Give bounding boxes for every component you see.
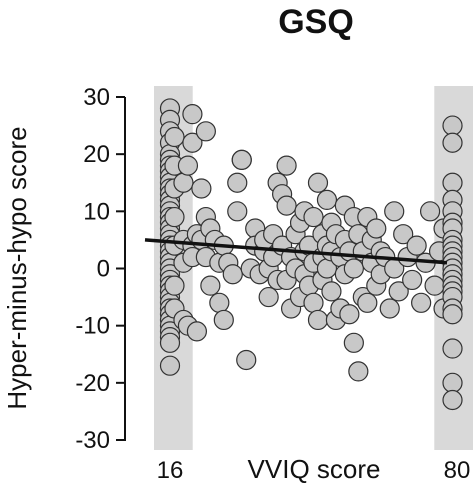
- y-tick-label-2: 10: [83, 198, 110, 225]
- data-point-139: [366, 218, 387, 239]
- data-point-107: [303, 292, 324, 313]
- y-tick-label-1: 20: [83, 141, 110, 168]
- y-tick-label-3: 0: [97, 256, 110, 283]
- data-point-67: [209, 292, 230, 313]
- chart-title: GSQ: [278, 3, 354, 41]
- y-axis-ticks: 30 20 10 0 -10 -20 -30: [75, 84, 125, 454]
- data-point-73: [227, 201, 248, 222]
- data-point-37: [159, 332, 181, 353]
- data-point-58: [191, 178, 212, 199]
- y-tick-label-0: 30: [83, 84, 110, 111]
- data-point-109: [307, 309, 329, 331]
- data-point-181: [442, 389, 463, 411]
- data-point-42: [164, 206, 185, 228]
- data-point-160: [442, 132, 463, 153]
- data-point-144: [379, 298, 400, 319]
- trend-line: [144, 238, 448, 265]
- data-point-161: [442, 172, 463, 193]
- data-point-92: [276, 195, 297, 216]
- data-point-148: [393, 224, 414, 245]
- data-point-108: [307, 172, 329, 193]
- data-point-38: [159, 355, 181, 376]
- data-point-117: [321, 281, 342, 302]
- y-tick-label-5: -20: [75, 370, 110, 397]
- data-point-150: [402, 269, 423, 291]
- data-point-147: [388, 281, 409, 302]
- data-point-46: [173, 172, 194, 193]
- data-point-75: [231, 149, 252, 170]
- data-point-105: [303, 206, 324, 228]
- data-point-50: [177, 155, 199, 176]
- data-point-151: [406, 235, 427, 256]
- x-tick-label-min: 16: [157, 457, 184, 484]
- data-point-178: [442, 304, 463, 325]
- data-point-180: [442, 372, 463, 393]
- data-point-56: [186, 321, 208, 342]
- data-point-113: [316, 189, 338, 210]
- data-point-76: [236, 349, 257, 371]
- y-tick-label-4: -10: [75, 313, 110, 340]
- data-point-179: [442, 338, 463, 359]
- x-tick-label-max: 80: [444, 457, 471, 484]
- data-point-44: [164, 275, 185, 296]
- y-tick-label-6: -30: [75, 427, 110, 454]
- data-point-131: [348, 361, 369, 382]
- data-point-72: [227, 172, 248, 193]
- data-point-155: [424, 275, 445, 296]
- data-point-136: [357, 292, 378, 313]
- x-axis-label: VVIQ score: [248, 454, 381, 484]
- data-point-129: [343, 258, 364, 279]
- data-point-68: [213, 309, 234, 331]
- data-point-52: [182, 104, 203, 125]
- data-point-64: [200, 275, 221, 296]
- data-point-71: [222, 264, 243, 285]
- data-point-130: [343, 332, 364, 353]
- y-axis-label: Hyper-minus-hypo score: [2, 126, 32, 409]
- data-point-91: [276, 155, 297, 176]
- data-point-39: [164, 126, 185, 148]
- data-point-159: [442, 115, 463, 136]
- data-point-84: [258, 286, 279, 308]
- data-points: [159, 98, 463, 411]
- data-point-152: [411, 292, 432, 313]
- data-point-53: [182, 132, 203, 153]
- data-point-127: [339, 304, 360, 325]
- data-point-154: [419, 201, 441, 222]
- trend-line-group: [144, 238, 448, 265]
- data-point-145: [384, 201, 405, 222]
- data-point-60: [195, 121, 216, 142]
